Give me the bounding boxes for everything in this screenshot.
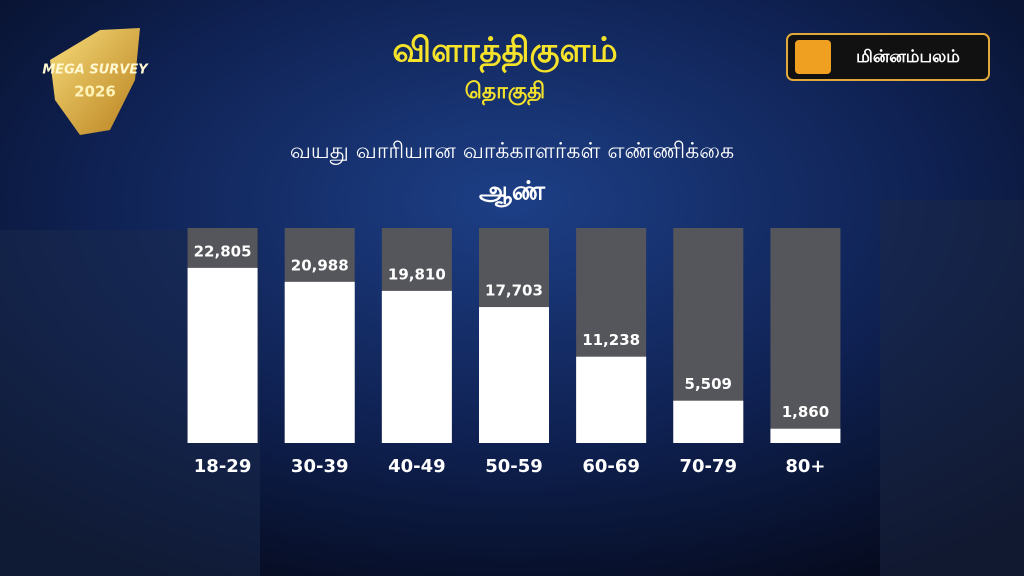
badge-title: MEGA SURVEY bbox=[42, 63, 149, 78]
bar-track bbox=[770, 228, 841, 443]
brand-icon bbox=[795, 40, 831, 74]
bar bbox=[187, 267, 258, 443]
badge-map bbox=[50, 28, 140, 135]
x-tick-label: 70-79 bbox=[679, 456, 737, 477]
badge-year: 2026 bbox=[74, 83, 116, 101]
brand-logo bbox=[786, 33, 990, 81]
value-label: 20,988 bbox=[291, 256, 349, 274]
bar bbox=[381, 290, 452, 443]
x-tick-label: 80+ bbox=[785, 456, 825, 477]
value-label: 11,238 bbox=[582, 331, 640, 349]
x-tick-label: 50-59 bbox=[485, 456, 543, 477]
bar bbox=[673, 400, 744, 443]
chart-heading: வயது வாரியான வாக்காளர்கள் எண்ணிக்கை bbox=[290, 139, 734, 165]
value-label: 22,805 bbox=[194, 242, 252, 260]
chart-title: விளாத்திகுளம் bbox=[392, 31, 617, 74]
x-tick-label: 30-39 bbox=[291, 456, 349, 477]
x-tick-label: 60-69 bbox=[582, 456, 640, 477]
bar bbox=[770, 428, 841, 443]
bar bbox=[479, 307, 549, 443]
tower-backdrop bbox=[880, 200, 1024, 576]
chart-subtitle: தொகுதி bbox=[465, 79, 545, 106]
brand-name: மின்னம்பலம் bbox=[856, 47, 960, 67]
value-label: 1,860 bbox=[782, 403, 829, 421]
bar bbox=[284, 281, 355, 443]
bar bbox=[576, 356, 647, 443]
x-tick-label: 40-49 bbox=[388, 456, 446, 477]
gender-label: ஆண் bbox=[479, 177, 546, 208]
value-label: 17,703 bbox=[485, 282, 543, 300]
x-tick-label: 18-29 bbox=[194, 456, 252, 477]
value-label: 5,509 bbox=[685, 375, 732, 393]
value-label: 19,810 bbox=[388, 265, 446, 283]
